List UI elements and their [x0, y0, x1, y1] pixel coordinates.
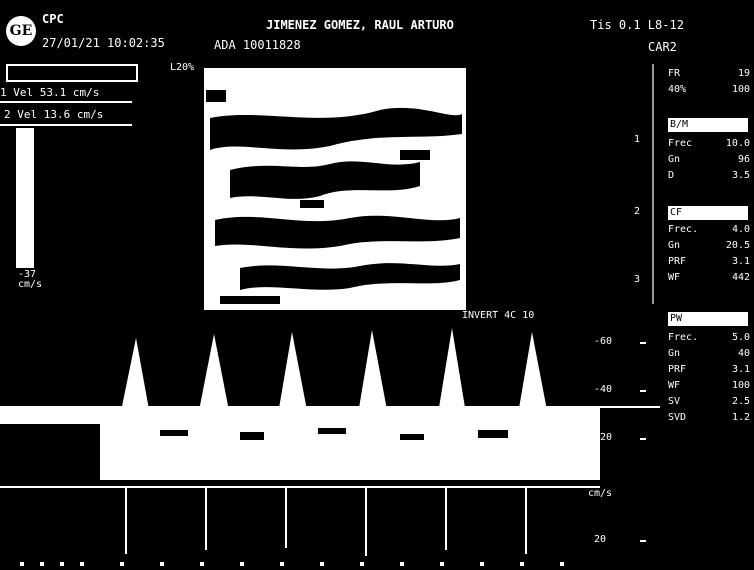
param-value: 19 — [737, 68, 750, 79]
param-row: SV 2.5 — [668, 396, 752, 410]
param-key: Gn — [668, 154, 681, 165]
divider — [0, 101, 132, 103]
param-row: WF 100 — [668, 380, 752, 394]
cf-block-header[interactable] — [668, 206, 748, 220]
scale-label: -40 — [594, 384, 613, 395]
param-value: 3.5 — [731, 170, 750, 181]
param-row: Frec. 4.0 — [668, 224, 752, 238]
application-label: CAR2 — [648, 40, 677, 54]
param-row: Frec 10.0 — [668, 138, 752, 152]
time-ticks — [20, 562, 564, 566]
param-value: 100 — [731, 84, 750, 95]
param-value: 442 — [731, 272, 750, 283]
spectral-gaps — [160, 428, 508, 440]
depth-mark: 1 — [634, 134, 641, 145]
probe-info: Tis 0.1 L8-12 — [590, 18, 684, 32]
patient-id: ADA 10011828 — [214, 38, 301, 52]
depth-mark: 2 — [634, 206, 641, 217]
param-value: 20.5 — [725, 240, 750, 251]
param-key: SVD — [668, 412, 687, 423]
measurement-2: 2 Vel 13.6 cm/s — [4, 108, 104, 121]
param-key: WF — [668, 272, 681, 283]
param-value: 96 — [737, 154, 750, 165]
param-key: FR — [668, 68, 681, 79]
param-key: PRF — [668, 364, 687, 375]
patient-name: JIMENEZ GOMEZ, RAUL ARTURO — [266, 18, 454, 32]
scale-tick — [640, 342, 646, 344]
cf-block-title: CF — [670, 207, 683, 218]
pw-block-header[interactable] — [668, 312, 748, 326]
param-key: Frec. — [668, 332, 699, 343]
scale-tick — [640, 540, 646, 542]
reverse-flow-spikes — [125, 488, 527, 556]
param-row: Gn 96 — [668, 154, 752, 168]
param-value: 3.1 — [731, 256, 750, 267]
pw-block-title: PW — [670, 313, 683, 324]
bm-block-title: B/M — [670, 119, 689, 130]
image-scale-label: L20% — [170, 62, 195, 73]
scale-unit: cm/s — [588, 488, 613, 499]
param-key: WF — [668, 380, 681, 391]
doppler-settings-label: INVERT 4C 10 — [462, 310, 535, 321]
datetime: 27/01/21 10:02:35 — [42, 36, 165, 50]
param-key: 40% — [668, 84, 687, 95]
param-key: Frec — [668, 138, 693, 149]
param-row: PRF 3.1 — [668, 364, 752, 378]
color-velocity-bar — [16, 128, 34, 268]
sample-gate-line[interactable] — [600, 406, 660, 408]
param-key: SV — [668, 396, 681, 407]
scale-label: -20 — [594, 432, 613, 443]
doppler-spectrum — [0, 328, 600, 566]
param-value: 3.1 — [731, 364, 750, 375]
param-row: Frec. 5.0 — [668, 332, 752, 346]
measurement-cursor-box[interactable] — [6, 64, 138, 82]
param-value: 100 — [731, 380, 750, 391]
depth-mark: 3 — [634, 274, 641, 285]
param-row: WF 442 — [668, 272, 752, 286]
ge-logo: GE — [6, 16, 36, 46]
param-value: 40 — [737, 348, 750, 359]
scale-tick — [640, 390, 646, 392]
zero-baseline — [0, 486, 600, 488]
divider — [0, 124, 132, 126]
scale-tick — [640, 438, 646, 440]
param-value: 2.5 — [731, 396, 750, 407]
param-value: 10.0 — [725, 138, 750, 149]
measurement-1: 1 Vel 53.1 cm/s — [0, 86, 100, 99]
param-row: SVD 1.2 — [668, 412, 752, 426]
param-key: Gn — [668, 240, 681, 251]
param-row: FR 19 — [668, 68, 752, 82]
param-row: D 3.5 — [668, 170, 752, 184]
param-row: PRF 3.1 — [668, 256, 752, 270]
param-key: Frec. — [668, 224, 699, 235]
scale-label: 20 — [594, 534, 607, 545]
param-row: 40% 100 — [668, 84, 752, 98]
preset-label: CPC — [42, 12, 64, 26]
param-key: Gn — [668, 348, 681, 359]
param-key: D — [668, 170, 675, 181]
bm-block-header[interactable] — [668, 118, 748, 132]
scale-label: -60 — [594, 336, 613, 347]
param-row: Gn 40 — [668, 348, 752, 362]
param-value: 1.2 — [731, 412, 750, 423]
spectral-waveforms — [100, 328, 600, 480]
param-value: 4.0 — [731, 224, 750, 235]
param-value: 5.0 — [731, 332, 750, 343]
param-key: PRF — [668, 256, 687, 267]
depth-ruler — [652, 64, 654, 304]
param-row: Gn 20.5 — [668, 240, 752, 254]
color-bar-label: -37 cm/s — [18, 269, 43, 290]
